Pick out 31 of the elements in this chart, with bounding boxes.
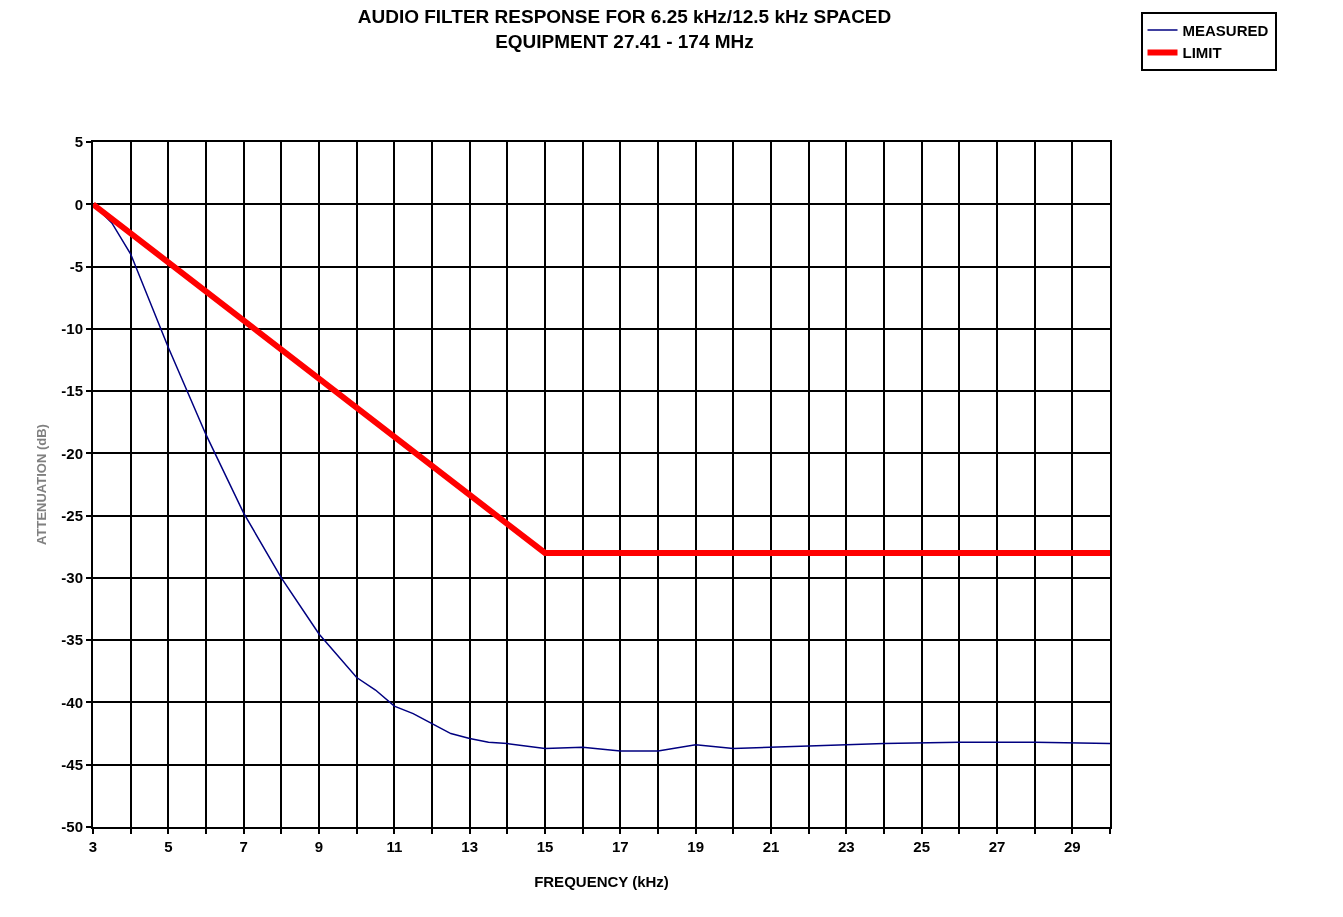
y-tick-label: 0	[74, 195, 83, 213]
y-tick-label: -15	[61, 382, 83, 400]
y-tick-label: -35	[61, 631, 83, 649]
x-tick-label: 11	[386, 838, 403, 855]
x-axis-title: FREQUENCY (kHz)	[534, 872, 669, 890]
x-tick-label: 9	[314, 838, 324, 855]
legend-label: LIMIT	[1182, 44, 1222, 62]
y-axis-title: ATTENUATION (dB)	[33, 424, 49, 545]
x-tick-label: 23	[837, 838, 855, 855]
x-tick-label: 19	[687, 838, 705, 855]
x-tick-label: 15	[536, 838, 554, 855]
y-tick-label: -40	[61, 693, 83, 711]
x-tick-label: 21	[762, 838, 780, 855]
y-tick-label: -25	[61, 506, 83, 524]
y-tick-label: -10	[61, 320, 83, 338]
x-tick-label: 3	[88, 838, 98, 855]
x-tick-label: 7	[239, 838, 248, 855]
y-tick-label: -30	[61, 569, 83, 587]
chart-title: AUDIO FILTER RESPONSE FOR 6.25 kHz/12.5 kHz SPACED EQUIPMENT 27.41 - 174 MHz	[357, 5, 892, 52]
y-tick-label: -20	[61, 444, 83, 462]
y-tick-label: -45	[61, 755, 83, 773]
x-tick-label: 25	[913, 838, 931, 855]
x-tick-label: 13	[461, 838, 479, 855]
x-tick-label: 17	[611, 838, 629, 855]
x-tick-label: 27	[988, 838, 1006, 855]
y-tick-label: 5	[74, 133, 83, 151]
legend-label: MEASURED	[1182, 21, 1269, 39]
y-tick-label: -5	[69, 257, 83, 275]
y-tick-label: -50	[61, 818, 83, 836]
x-tick-label: 29	[1063, 838, 1081, 855]
x-tick-label: 5	[164, 838, 173, 855]
